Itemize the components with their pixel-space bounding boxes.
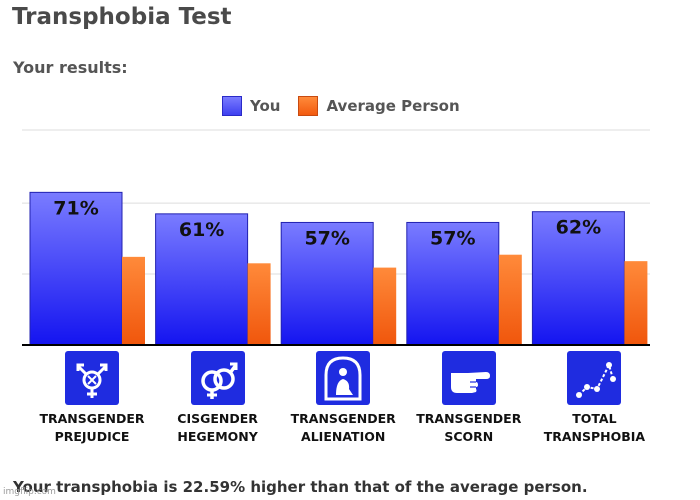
legend-swatch-average — [298, 96, 319, 116]
category-label-line: TRANSGENDER — [416, 411, 522, 426]
chart-legend: You Average Person — [222, 96, 478, 116]
bar-average — [122, 256, 145, 345]
bar-you — [280, 221, 374, 346]
category-label-line: TRANSPHOBIA — [543, 429, 646, 444]
bar-average — [247, 263, 271, 345]
category-label: TRANSGENDER ALIENATION — [283, 410, 403, 446]
result-summary: Your transphobia is 22.59% higher than t… — [13, 478, 588, 496]
watermark: imgflip.com — [3, 487, 56, 497]
category-label-line: SCORN — [444, 429, 494, 444]
legend-item-average: Average Person — [298, 96, 460, 116]
legend-label-average: Average Person — [326, 97, 460, 115]
bar-value-label: 57% — [430, 227, 475, 249]
bar-you — [155, 213, 249, 346]
transgender-symbol-icon — [65, 351, 119, 405]
category-label-line: PREJUDICE — [54, 429, 130, 444]
category-label: CISGENDER HEGEMONY — [158, 410, 278, 446]
category-label-line: TRANSGENDER — [39, 411, 145, 426]
category-label-line: HEGEMONY — [177, 429, 258, 444]
person-in-bubble-icon — [316, 351, 371, 405]
bar-value-label: 71% — [53, 197, 98, 219]
page-title: Transphobia Test — [12, 4, 232, 30]
cisgender-symbol-icon — [190, 351, 245, 405]
category-label: TRANSGENDER PREJUDICE — [32, 410, 152, 446]
legend-item-you: You — [222, 96, 280, 116]
legend-swatch-you — [222, 96, 242, 116]
bar-average — [373, 267, 397, 345]
bar-value-label: 57% — [304, 227, 349, 249]
legend-label-you: You — [250, 97, 281, 115]
category-label: TRANSGENDER SCORN — [409, 410, 529, 446]
pointing-hand-icon — [441, 351, 496, 405]
bar-you — [406, 221, 500, 346]
bar-average — [624, 261, 648, 345]
results-heading: Your results: — [13, 58, 128, 77]
bar-you — [29, 191, 123, 346]
category-label: TOTAL TRANSPHOBIA — [534, 410, 654, 446]
category-label-line: ALIENATION — [301, 429, 386, 444]
chart-dots-icon — [567, 351, 622, 405]
bar-value-label: 61% — [179, 219, 224, 241]
category-label-line: CISGENDER — [177, 411, 258, 426]
bars: 71% 61% 57% 57% 62% — [29, 191, 648, 346]
category-label-line: TOTAL — [572, 411, 617, 426]
bar-value-label: 62% — [556, 217, 601, 239]
category-label-line: TRANSGENDER — [290, 411, 396, 426]
bar-average — [498, 254, 522, 345]
bar-chart: 71% 61% 57% 57% 62% — [22, 129, 650, 346]
